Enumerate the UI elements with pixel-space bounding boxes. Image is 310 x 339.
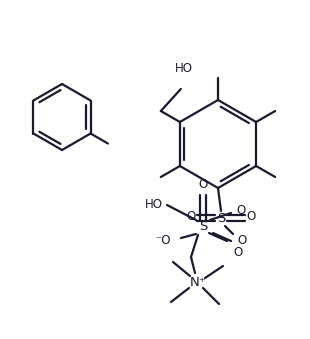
Text: HO: HO bbox=[175, 62, 193, 75]
Text: O: O bbox=[186, 210, 196, 222]
Text: O: O bbox=[233, 246, 242, 259]
Text: ⁻O: ⁻O bbox=[156, 235, 171, 247]
Text: O: O bbox=[198, 178, 208, 191]
Text: S: S bbox=[217, 212, 225, 224]
Text: O: O bbox=[236, 204, 245, 218]
Text: HO: HO bbox=[145, 199, 163, 212]
Text: O: O bbox=[237, 234, 246, 246]
Text: N⁺: N⁺ bbox=[190, 276, 206, 288]
Text: O: O bbox=[246, 210, 256, 222]
Text: S: S bbox=[199, 220, 207, 234]
